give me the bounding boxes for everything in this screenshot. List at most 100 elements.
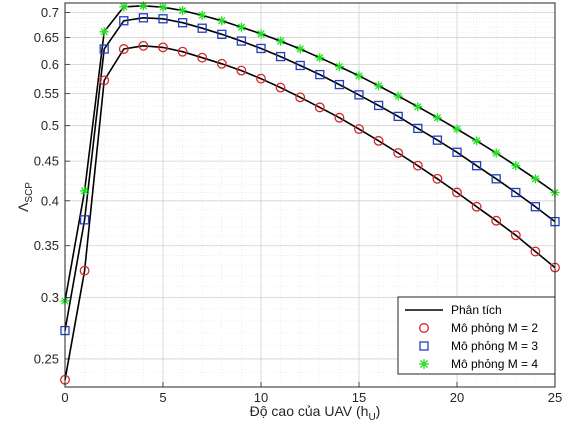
marker-m2 <box>275 82 286 93</box>
marker-m3 <box>236 36 247 46</box>
marker-m2 <box>138 40 149 51</box>
marker-m3 <box>99 44 109 54</box>
marker-m4 <box>374 81 384 91</box>
marker-m3 <box>275 51 286 62</box>
marker-m2 <box>295 92 306 103</box>
y-tick-label: 0.4 <box>41 193 59 208</box>
marker-m4 <box>491 148 501 158</box>
marker-m4 <box>393 91 403 101</box>
marker-m4 <box>256 29 266 39</box>
analysis-curve-m3 <box>64 16 556 331</box>
marker-m2 <box>491 215 502 226</box>
marker-m3 <box>471 161 482 171</box>
x-axis-label: Độ cao của UAV (hU) <box>250 403 381 423</box>
marker-m3 <box>138 13 149 23</box>
x-tick-label: 15 <box>352 390 366 405</box>
marker-m4 <box>295 44 305 54</box>
marker-m2 <box>79 265 90 276</box>
marker-m2 <box>393 148 404 158</box>
marker-m2 <box>256 73 266 84</box>
marker-m2 <box>314 102 325 113</box>
marker-m4 <box>80 186 90 196</box>
marker-m3 <box>334 79 345 90</box>
marker-m3 <box>511 187 521 198</box>
y-tick-label: 0.35 <box>34 238 59 253</box>
marker-m3 <box>158 14 168 24</box>
marker-m2 <box>334 112 345 123</box>
x-tick-label: 0 <box>61 390 68 405</box>
y-tick-label: 0.3 <box>41 290 59 305</box>
marker-m4 <box>99 27 109 37</box>
marker-m3 <box>79 215 90 225</box>
y-tick-label: 0.25 <box>34 351 59 366</box>
y-tick-label: 0.5 <box>41 118 59 133</box>
y-tick-label: 0.45 <box>34 154 59 169</box>
y-tick-label: 0.65 <box>34 30 59 45</box>
x-tick-label: 25 <box>548 390 562 405</box>
marker-m3 <box>530 202 541 212</box>
marker-m4 <box>530 174 540 184</box>
marker-m2 <box>412 160 423 171</box>
marker-m3 <box>432 135 443 145</box>
marker-m4 <box>119 2 129 12</box>
x-tick-label: 10 <box>254 390 268 405</box>
marker-m3 <box>315 69 325 80</box>
legend-swatch-asterisk <box>419 359 429 369</box>
marker-m3 <box>491 174 501 184</box>
marker-m3 <box>295 60 305 71</box>
marker-m4 <box>334 62 344 72</box>
legend-label-analysis: Phân tích <box>451 303 502 317</box>
marker-m3 <box>452 147 462 157</box>
y-tick-label: 0.6 <box>41 57 59 72</box>
legend-label-m2: Mô phỏng M = 2 <box>451 321 538 335</box>
marker-m3 <box>393 111 403 122</box>
marker-m2 <box>158 42 168 53</box>
marker-m3 <box>354 90 364 100</box>
marker-m4 <box>315 53 325 63</box>
marker-m2 <box>452 187 462 198</box>
legend-label-m4: Mô phỏng M = 4 <box>451 357 538 371</box>
marker-m4 <box>452 124 462 134</box>
marker-m3 <box>197 23 207 33</box>
marker-m2 <box>236 65 247 76</box>
marker-m4 <box>236 22 246 32</box>
marker-m2 <box>177 46 188 57</box>
x-tick-label: 20 <box>450 390 464 405</box>
marker-m4 <box>413 102 423 112</box>
marker-m3 <box>256 43 266 54</box>
marker-m2 <box>432 173 443 184</box>
marker-m4 <box>178 6 188 16</box>
marker-m2 <box>373 135 384 146</box>
y-tick-label: 0.55 <box>34 86 59 101</box>
marker-m3 <box>217 29 227 39</box>
marker-m2 <box>197 52 208 63</box>
marker-m3 <box>119 16 129 26</box>
marker-m3 <box>413 123 423 134</box>
y-axis-label: ΛSCP <box>15 182 35 212</box>
legend-swatch-square <box>419 341 429 351</box>
legend-label-m3: Mô phỏng M = 3 <box>451 339 538 353</box>
marker-m4 <box>158 2 168 12</box>
marker-m4 <box>472 136 482 146</box>
y-tick-label: 0.7 <box>41 5 59 20</box>
axes-box <box>64 2 556 388</box>
axes-frame <box>64 2 556 388</box>
marker-m4 <box>276 36 286 46</box>
marker-m2 <box>216 58 227 69</box>
marker-m2 <box>118 44 129 54</box>
marker-m2 <box>510 230 521 241</box>
legend-swatch-circle <box>419 323 429 333</box>
marker-m4 <box>511 161 521 171</box>
marker-m2 <box>99 75 110 86</box>
tick-labels: 0 5 10 15 20 25 0.25 0.3 0.35 0.4 0.45 0.5 0.55 0.6 0.… <box>34 5 563 405</box>
marker-m3 <box>373 100 384 111</box>
marker-m3 <box>177 18 188 28</box>
marker-m4 <box>432 113 442 123</box>
marker-m2 <box>471 201 482 212</box>
legend: Phân tích Mô phỏng M = 2 Mô phỏng M = 3 … <box>397 296 556 375</box>
marker-m2 <box>530 246 541 257</box>
marker-m2 <box>354 124 364 135</box>
marker-m4 <box>217 16 227 26</box>
marker-m4 <box>197 10 207 20</box>
